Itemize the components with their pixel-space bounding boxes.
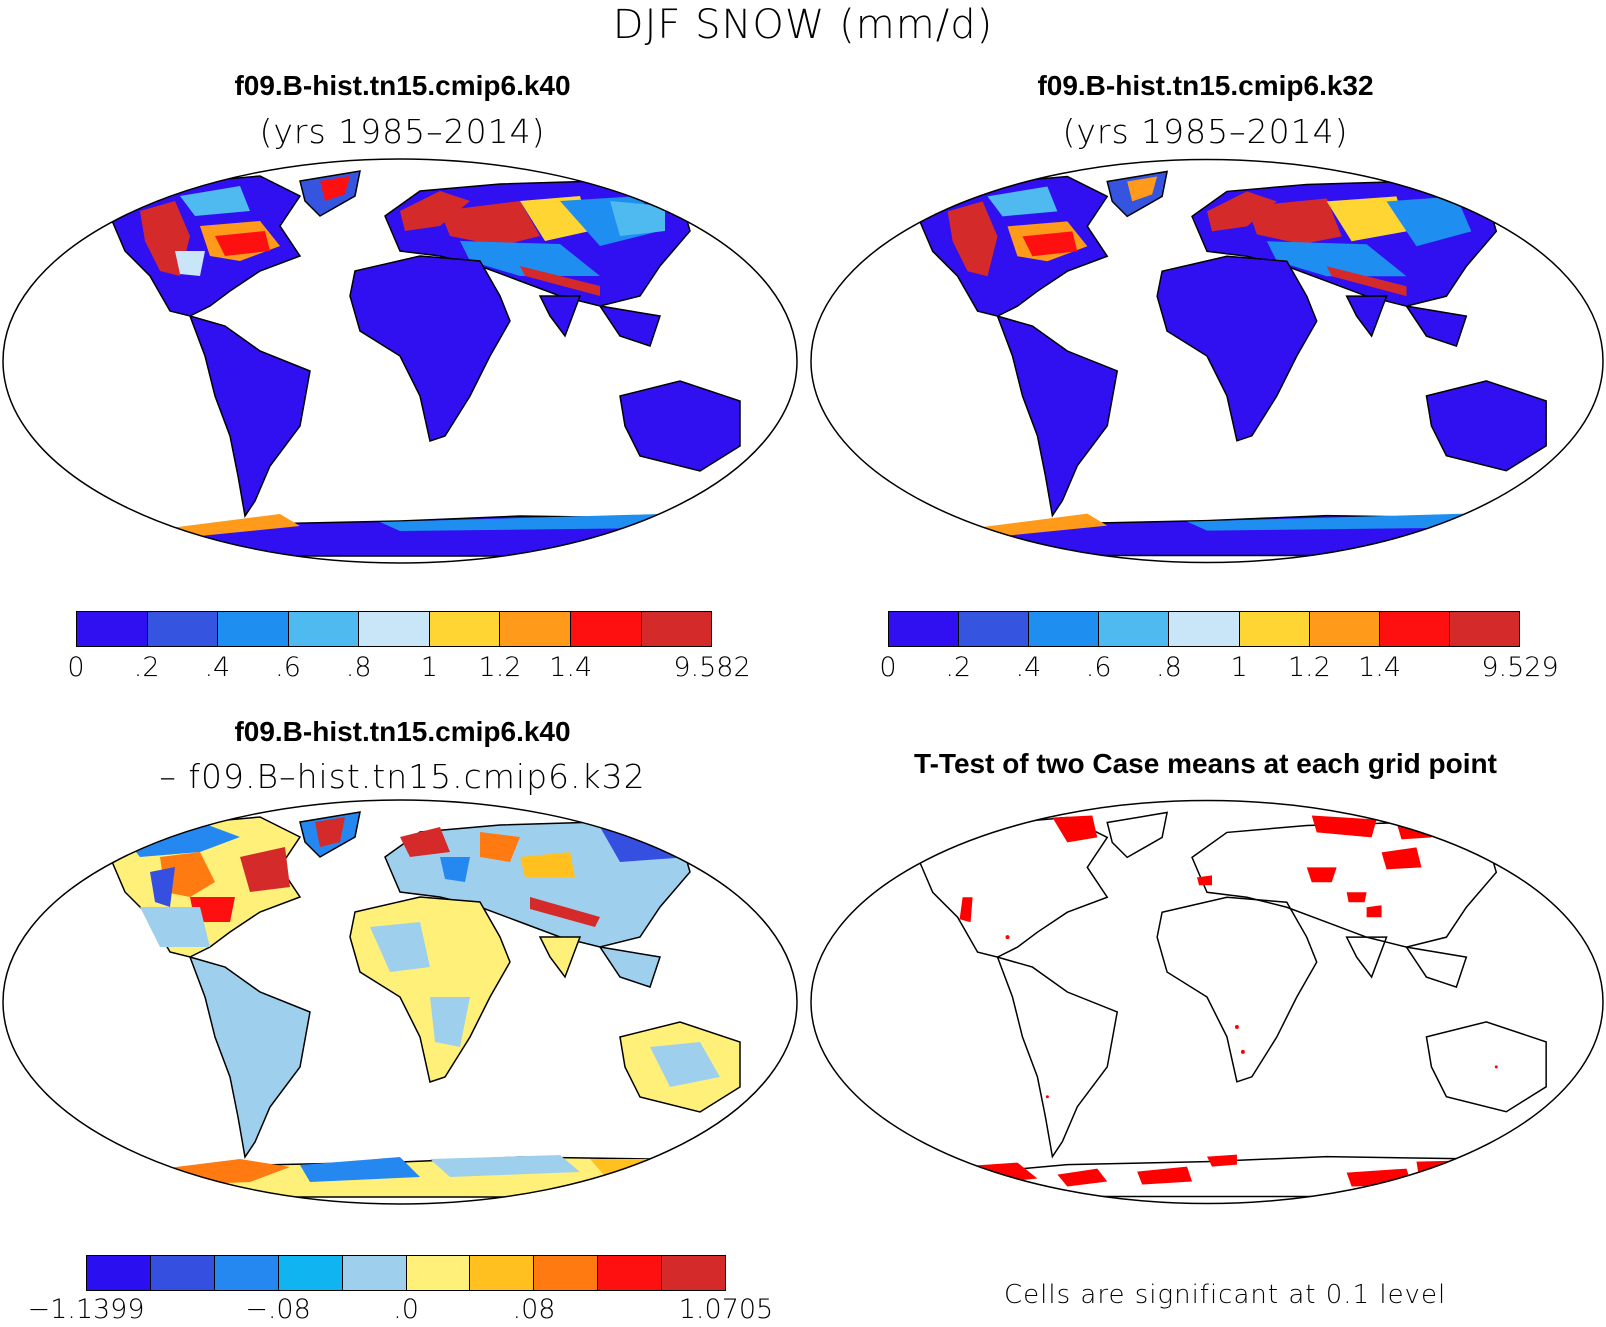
panel-tl-title: f09.B-hist.tn15.cmip6.k40 — [234, 70, 571, 101]
colorbar-difference-tick-label: .0 — [393, 1294, 419, 1325]
colorbar-snow-k40-swatch — [359, 612, 430, 646]
colorbar-snow-k40-swatch — [429, 612, 501, 646]
colorbar-snow-k32-tick-label: 9.529 — [1481, 652, 1559, 683]
colorbar-snow-k40-swatch — [570, 612, 642, 646]
colorbar-difference-swatch — [278, 1256, 343, 1290]
colorbar-snow-k40-tick-label: .6 — [275, 652, 301, 683]
colorbar-difference-swatch — [214, 1256, 279, 1290]
colorbar-difference-tick-label: .08 — [512, 1294, 556, 1325]
colorbar-difference-swatch — [598, 1256, 663, 1290]
colorbar-snow-k40-swatch — [500, 612, 571, 646]
colorbar-snow-k40-tick-label: 1.2 — [478, 652, 522, 683]
colorbar-snow-k40-swatch — [641, 612, 712, 646]
panel-tl-subtitle: (yrs 1985–2014) — [259, 112, 546, 151]
colorbar-snow-k32-swatch — [1239, 612, 1310, 646]
colorbar-snow-k32-swatch — [1449, 612, 1519, 646]
panel-tr-title: f09.B-hist.tn15.cmip6.k32 — [1037, 70, 1374, 101]
continent-africa — [349, 255, 511, 442]
colorbar-difference-swatch — [87, 1256, 151, 1290]
colorbar-snow-k32-swatch — [1309, 612, 1380, 646]
colorbar-snow-k32-tick-label: 1.4 — [1358, 652, 1402, 683]
panel-bl-subtitle: – f09.B–hist.tn15.cmip6.k32 — [159, 757, 646, 796]
colorbar-snow-k32-tick-label: 1 — [1230, 652, 1248, 683]
colorbar-snow-k32-swatch — [959, 612, 1030, 646]
colorbar-snow-k40-tick-label: .4 — [204, 652, 231, 683]
colorbar-snow-k40-tick-label: 1 — [420, 652, 438, 683]
colorbar-snow-k32-tick-label: .4 — [1015, 652, 1042, 683]
map-ttest — [810, 799, 1604, 1205]
colorbar-snow-k40-tick-label: .2 — [133, 652, 160, 683]
colorbar-difference-tick-label: −.08 — [245, 1294, 311, 1325]
colorbar-snow-k32-tick-label: 0 — [879, 652, 897, 683]
colorbar-difference-tick-label: 1.0705 — [678, 1294, 774, 1325]
colorbar-difference-swatch — [342, 1256, 407, 1290]
colorbar-snow-k40-swatch — [77, 612, 148, 646]
colorbar-snow-k40-swatch — [288, 612, 360, 646]
panel-tr-subtitle: (yrs 1985–2014) — [1062, 112, 1349, 151]
ttest-footnote: Cells are significant at 0.1 level — [1004, 1280, 1447, 1310]
map-difference — [2, 799, 798, 1205]
panel-br-title: T-Test of two Case means at each grid po… — [914, 748, 1497, 779]
colorbar-snow-k32-tick-label: .8 — [1155, 652, 1182, 683]
colorbar-snow-k32-swatch — [1029, 612, 1100, 646]
colorbar-difference-swatch — [150, 1256, 215, 1290]
colorbar-snow-k32-swatch — [889, 612, 960, 646]
colorbar-snow-k40-swatch — [147, 612, 219, 646]
colorbar-difference-swatch — [406, 1256, 471, 1290]
significant-cells — [957, 815, 1498, 1187]
colorbar-difference-swatch — [662, 1256, 726, 1290]
continent-australia — [619, 380, 741, 472]
continent-south-america — [188, 314, 311, 518]
panel-bl-title: f09.B-hist.tn15.cmip6.k40 — [234, 716, 571, 747]
colorbar-snow-k32-swatch — [1379, 612, 1450, 646]
colorbar-difference — [86, 1255, 726, 1291]
colorbar-difference-swatch — [470, 1256, 535, 1290]
colorbar-snow-k32-swatch — [1169, 612, 1240, 646]
colorbar-snow-k40 — [76, 611, 712, 647]
colorbar-snow-k40-swatch — [218, 612, 289, 646]
colorbar-snow-k40-tick-label: 9.582 — [673, 652, 751, 683]
map-snow-k32 — [810, 158, 1604, 564]
colorbar-difference-swatch — [534, 1256, 599, 1290]
colorbar-snow-k32-swatch — [1099, 612, 1170, 646]
colorbar-snow-k40-tick-label: 1.4 — [549, 652, 593, 683]
map-snow-k40 — [2, 158, 798, 564]
figure-title: DJF SNOW (mm/d) — [612, 2, 994, 48]
colorbar-snow-k32-tick-label: 1.2 — [1287, 652, 1331, 683]
colorbar-snow-k32-tick-label: .6 — [1085, 652, 1112, 683]
colorbar-snow-k32-tick-label: .2 — [945, 652, 972, 683]
colorbar-snow-k40-tick-label: 0 — [67, 652, 85, 683]
colorbar-snow-k32 — [888, 611, 1520, 647]
colorbar-snow-k40-tick-label: .8 — [345, 652, 372, 683]
colorbar-difference-tick-label: −1.1399 — [27, 1294, 145, 1325]
